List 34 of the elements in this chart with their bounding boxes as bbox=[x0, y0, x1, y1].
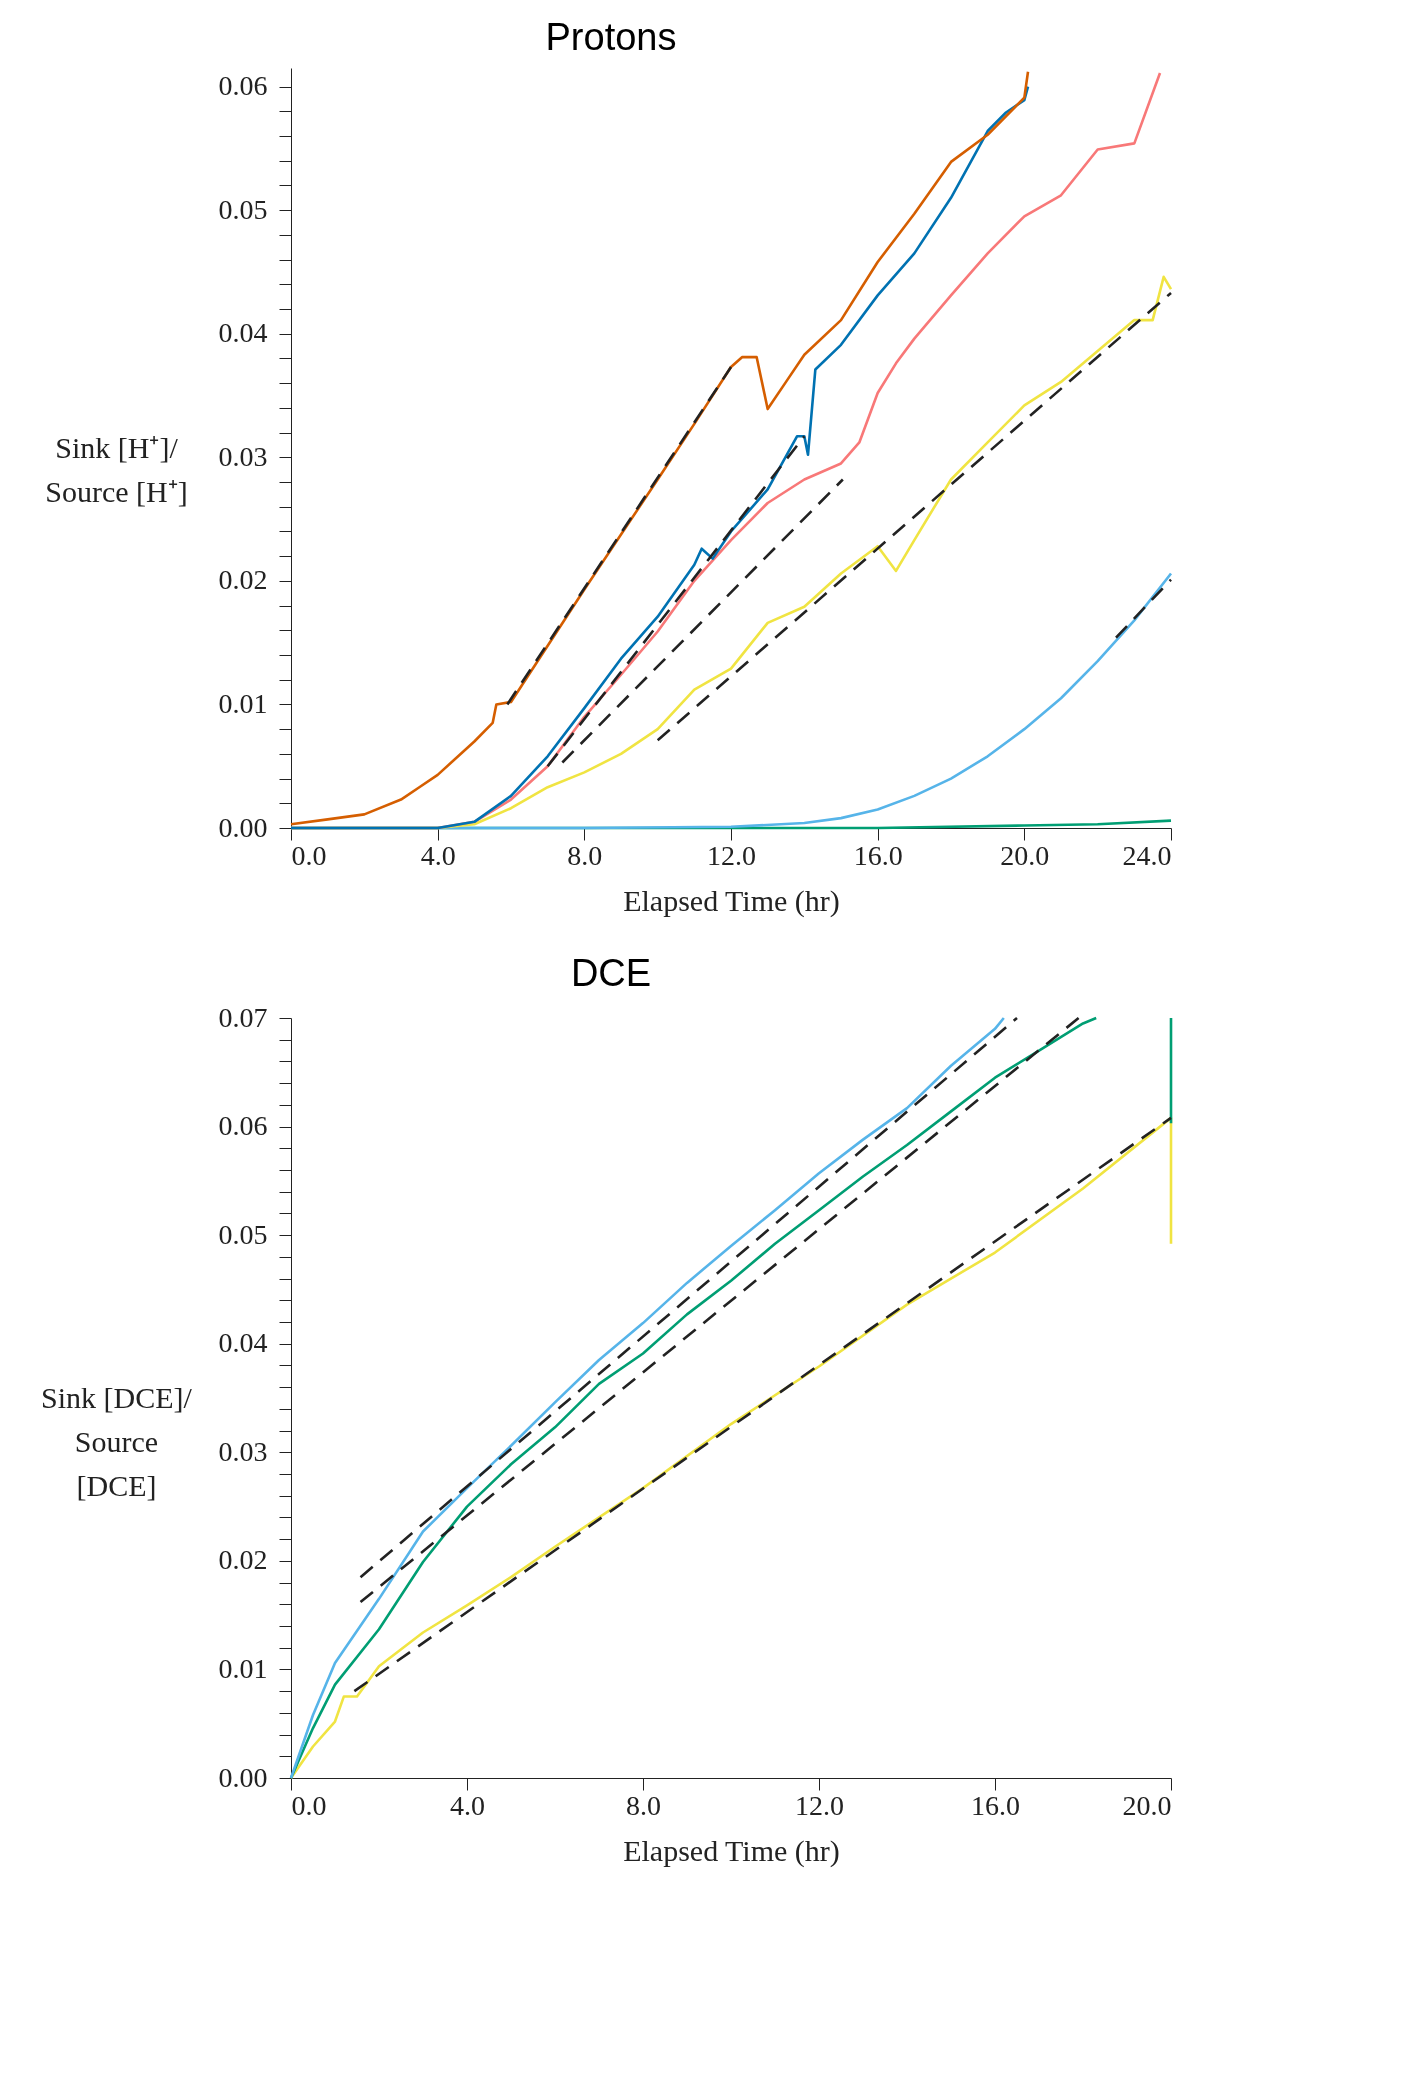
y-tick-label: 0.01 bbox=[218, 687, 268, 719]
y-tick-label: 0.00 bbox=[218, 811, 268, 843]
x-tick-label: 4.0 bbox=[450, 1789, 485, 1821]
x-tick-label: 20.0 bbox=[1122, 1789, 1172, 1821]
chart-title: DCE bbox=[570, 952, 652, 994]
y-tick-label: 0.03 bbox=[218, 1435, 268, 1467]
x-tick-label: 12.0 bbox=[707, 839, 756, 871]
x-axis-title: Elapsed Time (hr) bbox=[623, 1833, 840, 1868]
y-tick-label: 0.02 bbox=[218, 1544, 268, 1576]
y-tick-label: 0.05 bbox=[218, 193, 268, 225]
y-tick-label: 0.05 bbox=[218, 1218, 268, 1250]
x-tick-label: 0.0 bbox=[291, 839, 327, 871]
x-tick-label: 8.0 bbox=[567, 839, 603, 871]
x-tick-label: 0.0 bbox=[291, 1789, 327, 1821]
x-tick-label: 24.0 bbox=[1122, 839, 1172, 871]
x-axis-title: Elapsed Time (hr) bbox=[623, 883, 840, 918]
x-tick-label: 12.0 bbox=[795, 1789, 844, 1821]
y-tick-label: 0.00 bbox=[218, 1761, 268, 1793]
y-tick-label: 0.01 bbox=[218, 1652, 268, 1684]
y-axis-title: Sink [DCE]/ Source [DCE] bbox=[41, 1380, 193, 1502]
x-tick-label: 4.0 bbox=[420, 839, 456, 871]
x-tick-label: 20.0 bbox=[1000, 839, 1050, 871]
y-tick-label: 0.02 bbox=[218, 564, 268, 596]
y-tick-label: 0.07 bbox=[218, 1001, 268, 1033]
y-tick-label: 0.03 bbox=[218, 440, 268, 472]
y-tick-label: 0.04 bbox=[218, 1327, 268, 1359]
chart-title: Protons bbox=[545, 16, 677, 58]
y-axis-title: Sink [H⁺]/ Source [H⁺] bbox=[45, 430, 188, 508]
x-tick-label: 16.0 bbox=[853, 839, 903, 871]
x-tick-label: 16.0 bbox=[971, 1789, 1020, 1821]
y-tick-label: 0.04 bbox=[218, 317, 268, 349]
y-tick-label: 0.06 bbox=[218, 70, 268, 102]
x-tick-label: 8.0 bbox=[626, 1789, 661, 1821]
y-tick-label: 0.06 bbox=[218, 1110, 268, 1142]
